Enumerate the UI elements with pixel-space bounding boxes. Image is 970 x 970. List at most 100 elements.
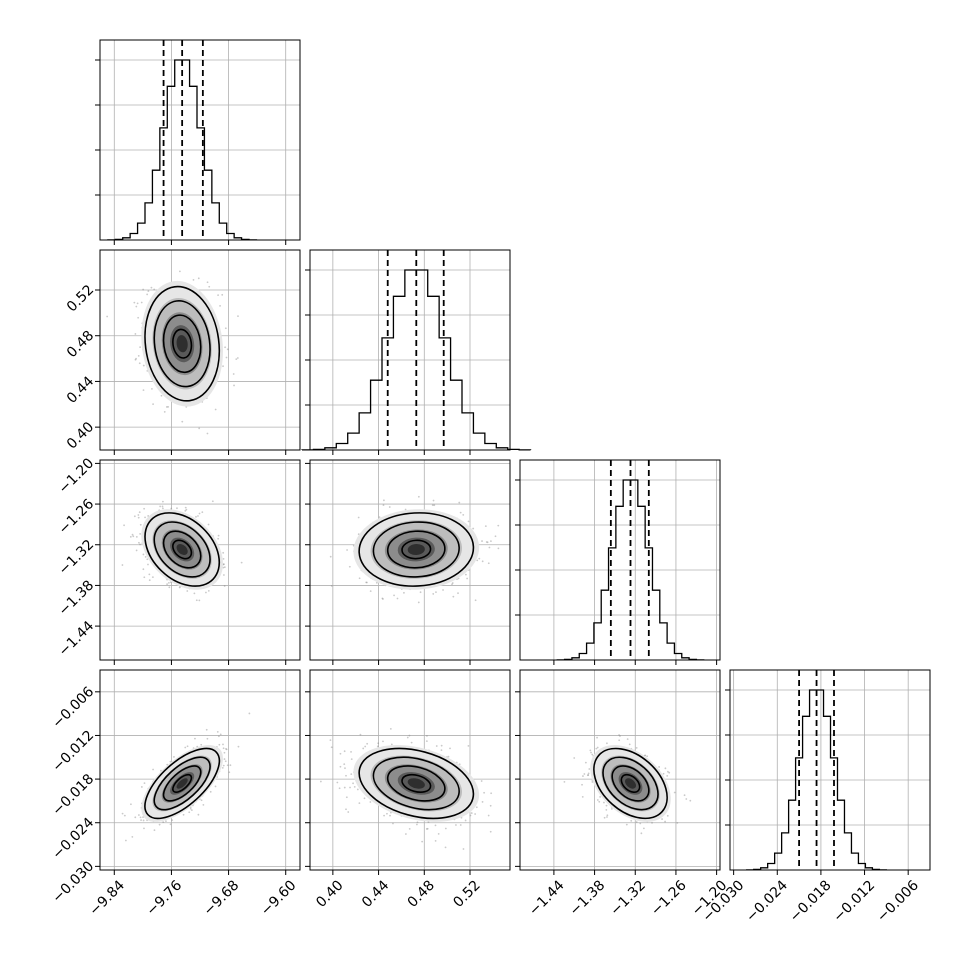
scatter-point: [205, 591, 207, 594]
scatter-point: [475, 806, 478, 809]
scatter-point: [150, 286, 153, 289]
scatter-point: [442, 589, 444, 591]
density-band-4: [176, 543, 188, 555]
scatter-point: [588, 768, 591, 770]
x-tick-labels-0: −9.84 −9.76 −9.68 −9.60: [86, 877, 299, 919]
hist-panel-0: [95, 39, 301, 241]
panel-1-3: [309, 669, 511, 871]
scatter-point: [223, 585, 226, 587]
scatter-point: [135, 305, 138, 308]
scatter-point: [348, 565, 351, 568]
scatter-point: [151, 576, 154, 579]
x-tick-labels-3: −0.030−0.024−0.018−0.012−0.006: [699, 877, 922, 925]
scatter-point: [214, 408, 217, 411]
scatter-point: [161, 505, 164, 508]
scatter-point: [618, 734, 620, 736]
scatter-point: [223, 566, 226, 569]
scatter-point: [364, 745, 367, 748]
scatter-point: [134, 816, 137, 819]
panel-2-3: [519, 669, 721, 871]
scatter-point: [169, 760, 172, 763]
scatter-point: [148, 573, 151, 576]
contour-2: [602, 756, 659, 811]
scatter-point: [676, 822, 679, 824]
contour-1: [162, 530, 202, 569]
scatter-point: [480, 780, 483, 782]
scatter-point: [467, 520, 470, 523]
contour-2: [153, 521, 211, 578]
scatter-point: [596, 736, 598, 739]
scatter-point: [404, 508, 407, 511]
y-tick-label: −1.38: [56, 577, 98, 619]
scatter-point: [139, 523, 142, 526]
ticks-2-2: [553, 660, 718, 665]
scatter-point: [222, 747, 225, 750]
panel-frame: [99, 249, 301, 451]
scatter-point: [184, 506, 187, 509]
x-tick-label: 0.48: [405, 877, 438, 910]
scatter-point: [662, 772, 665, 775]
scatter-point: [330, 746, 333, 749]
scatter-point: [347, 811, 350, 813]
density-band-4: [176, 335, 188, 353]
scatter-point: [148, 579, 151, 582]
scatter-point: [689, 799, 692, 802]
panel-content: [100, 250, 300, 450]
scatter-point: [485, 541, 488, 543]
scatter-point: [664, 820, 666, 823]
scatter-point: [330, 584, 333, 587]
scatter-point: [357, 516, 360, 519]
contour-1: [162, 314, 202, 374]
panel-content: [100, 670, 300, 870]
scatter-point: [619, 735, 621, 737]
scatter-point: [344, 767, 346, 770]
scatter-point: [581, 795, 584, 798]
scatter-point: [369, 801, 372, 803]
scatter-point: [224, 346, 227, 349]
scatter-point: [209, 790, 212, 793]
panel-1-2: [309, 459, 511, 661]
scatter-point: [143, 782, 146, 784]
contour-2: [372, 521, 460, 578]
scatter-point: [133, 301, 136, 304]
scatter-point: [432, 593, 435, 595]
density-band-4: [176, 778, 188, 789]
ticks-1-1: [332, 450, 471, 455]
scatter-point: [167, 581, 170, 584]
scatter-point: [408, 734, 411, 737]
scatter-point: [343, 750, 346, 753]
scatter-point: [488, 546, 491, 549]
y-tick-label: −0.030: [49, 858, 97, 906]
scatter-point: [222, 574, 225, 576]
scatter-point: [628, 743, 631, 746]
scatter-point: [139, 816, 142, 819]
scatter-point: [484, 525, 487, 528]
scatter-point: [137, 516, 140, 519]
scatter-point: [396, 597, 399, 600]
grid: [520, 670, 720, 870]
scatter-point: [435, 745, 438, 747]
scatter-point: [481, 560, 484, 563]
scatter-point: [451, 583, 453, 586]
scatter-point: [200, 799, 203, 802]
scatter-point: [427, 821, 430, 824]
scatter-point: [481, 540, 483, 542]
scatter-point: [497, 547, 500, 550]
ticks-0-1: [95, 289, 287, 455]
scatter-point: [587, 772, 590, 775]
panel-content: [520, 670, 720, 870]
scatter-point: [640, 832, 643, 835]
scatter-point: [358, 577, 361, 580]
scatter-point: [598, 800, 601, 803]
scatter-point: [581, 783, 583, 786]
hist-panel-3: [725, 669, 931, 871]
contour-2: [153, 300, 211, 388]
scatter-point: [207, 589, 210, 592]
scatter-point: [223, 758, 226, 760]
scatter-point: [197, 813, 200, 816]
ticks-0-3: [95, 691, 287, 875]
scatter-point: [487, 562, 490, 565]
scatter-point: [135, 357, 137, 360]
scatter-point: [426, 827, 429, 830]
scatter-point: [232, 373, 235, 375]
